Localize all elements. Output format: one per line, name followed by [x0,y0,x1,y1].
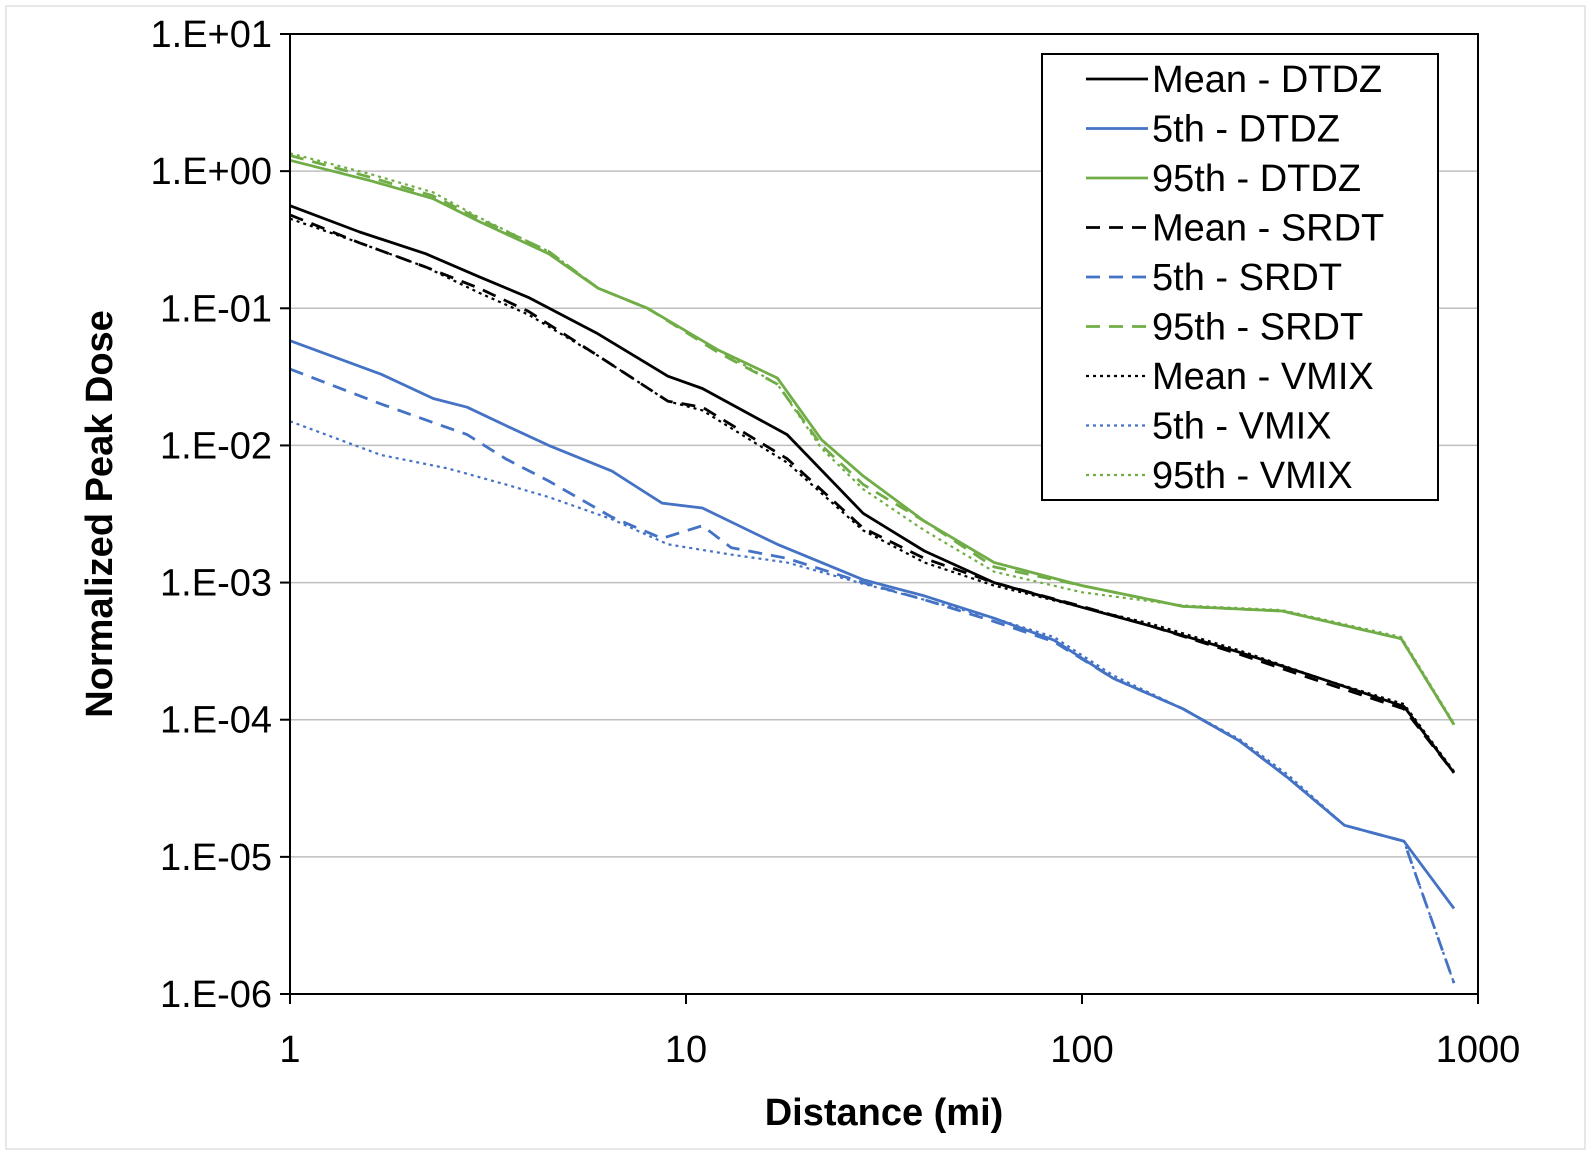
x-axis-title: Distance (mi) [765,1092,1004,1134]
x-tick-label: 10 [665,1029,707,1071]
y-tick-label: 1.E+01 [151,14,273,56]
plot-area-frame [289,33,1479,995]
legend-label: 95th - VMIX [1152,455,1353,497]
x-tick-label: 1000 [1436,1029,1521,1071]
y-tick-label: 1.E+00 [151,151,273,193]
series-lines [289,152,1456,984]
x-tick-label: 100 [1050,1029,1113,1071]
y-axis-ticks: 1.E+01 1.E+00 1.E-01 1.E-02 1.E-03 1.E-04 1.E-… [151,14,290,1016]
series-line-5th-dtdz [289,339,1456,910]
x-tick-label: 1 [279,1029,300,1071]
series-line-5th-srdt [289,367,1456,984]
legend-label: Mean - VMIX [1152,356,1374,398]
y-tick-label: 1.E-06 [160,974,272,1016]
y-tick-label: 1.E-03 [160,563,272,605]
y-axis-title: Normalized Peak Dose [79,310,121,718]
legend-label: 5th - DTDZ [1152,109,1340,151]
legend: Mean - DTDZ 5th - DTDZ 95th - DTDZ Mean - S… [1041,53,1439,501]
y-tick-label: 1.E-05 [160,837,272,879]
legend-label: Mean - DTDZ [1152,59,1382,101]
series-line-5th-vmix [289,420,1456,984]
x-axis-ticks: 1 10 100 1000 [279,994,1520,1071]
legend-label: 5th - VMIX [1152,406,1332,448]
legend-label: 95th - DTDZ [1152,158,1361,200]
chart-outer-frame [5,5,1586,1150]
series-line-95th-vmix [289,152,1455,724]
legend-label: Mean - SRDT [1152,208,1384,250]
legend-label: 95th - SRDT [1152,307,1363,349]
legend-label: 5th - SRDT [1152,257,1342,299]
y-tick-label: 1.E-01 [160,288,272,330]
y-tick-label: 1.E-04 [160,700,272,742]
y-tick-label: 1.E-02 [160,425,272,467]
series-line-mean-srdt [289,213,1456,774]
series-line-mean-dtdz [289,204,1456,774]
